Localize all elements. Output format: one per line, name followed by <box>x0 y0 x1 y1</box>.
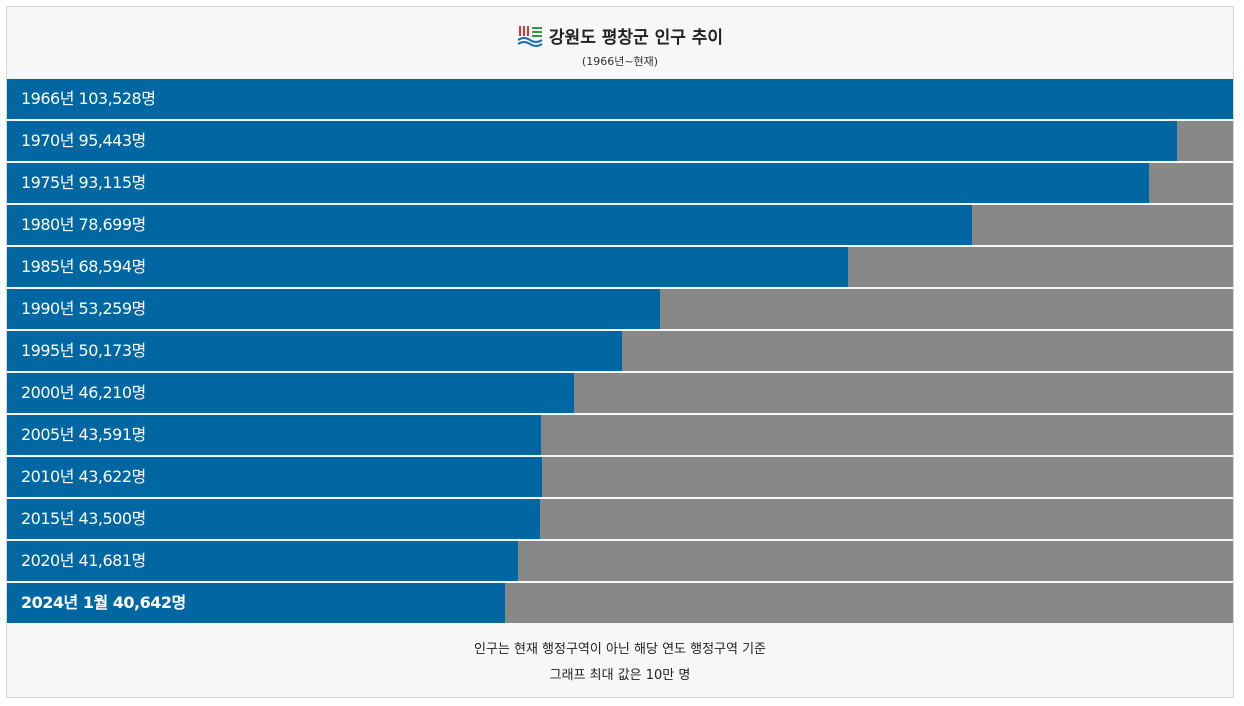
value-label: 2005년 43,591명 <box>21 425 146 444</box>
value-label: 2024년 1월 40,642명 <box>21 593 186 612</box>
subtitle: (1966년~현재) <box>581 55 659 68</box>
footer: 인구는 현재 행정구역이 아닌 해당 연도 행정구역 기준 그래프 최대 값은 … <box>7 625 1233 689</box>
bar <box>7 331 623 371</box>
bar-track: 1985년 68,594명 <box>7 247 1233 287</box>
bar <box>7 79 1233 119</box>
value-label: 1975년 93,115명 <box>21 173 146 192</box>
bar <box>7 373 574 413</box>
bar-track: 2015년 43,500명 <box>7 499 1233 539</box>
bar-track: 1980년 78,699명 <box>7 205 1233 245</box>
value-label: 1990년 53,259명 <box>21 299 146 318</box>
header: 강원도 평창군 인구 추이 (1966년~현재) <box>7 7 1233 79</box>
logo <box>517 26 543 47</box>
bar <box>7 457 542 497</box>
bar <box>7 289 660 329</box>
bar <box>7 247 848 287</box>
value-label: 1970년 95,443명 <box>21 131 146 150</box>
bar <box>7 541 518 581</box>
bar-track: 1966년 103,528명 <box>7 79 1233 119</box>
chart-title: 강원도 평창군 인구 추이 <box>548 28 724 48</box>
bar <box>7 205 972 245</box>
value-label: 2010년 43,622명 <box>21 467 146 486</box>
bar <box>7 583 506 623</box>
value-label: 2015년 43,500명 <box>21 509 146 528</box>
bar <box>7 499 541 539</box>
bar-track: 2020년 41,681명 <box>7 541 1233 581</box>
value-label: 1966년 103,528명 <box>21 89 156 108</box>
value-label: 1980년 78,699명 <box>21 215 146 234</box>
bar <box>7 121 1178 161</box>
bar <box>7 415 542 455</box>
bar-track: 1995년 50,173명 <box>7 331 1233 371</box>
note: 그래프 최대 값은 10만 명 <box>549 668 691 683</box>
chart: 강원도 평창군 인구 추이 (1966년~현재) 1966년 103,528명 1… <box>6 6 1234 698</box>
bar-track: 1975년 93,115명 <box>7 163 1233 203</box>
value-label: 2020년 41,681명 <box>21 551 146 570</box>
bar-track: 1970년 95,443명 <box>7 121 1233 161</box>
value-label: 1995년 50,173명 <box>21 341 146 360</box>
bar-track: 2000년 46,210명 <box>7 373 1233 413</box>
value-label: 1985년 68,594명 <box>21 257 146 276</box>
bar-track: 2024년 1월 40,642명 <box>7 583 1233 623</box>
bar-track: 2010년 43,622명 <box>7 457 1233 497</box>
bar-track: 2005년 43,591명 <box>7 415 1233 455</box>
note: 인구는 현재 행정구역이 아닌 해당 연도 행정구역 기준 <box>473 642 767 657</box>
bar-track: 1990년 53,259명 <box>7 289 1233 329</box>
title-line: 강원도 평창군 인구 추이 <box>7 23 1233 48</box>
value-label: 2000년 46,210명 <box>21 383 146 402</box>
bars: 1966년 103,528명 1970년 95,443명 1975년 93,115명… <box>7 79 1233 623</box>
bar <box>7 163 1149 203</box>
